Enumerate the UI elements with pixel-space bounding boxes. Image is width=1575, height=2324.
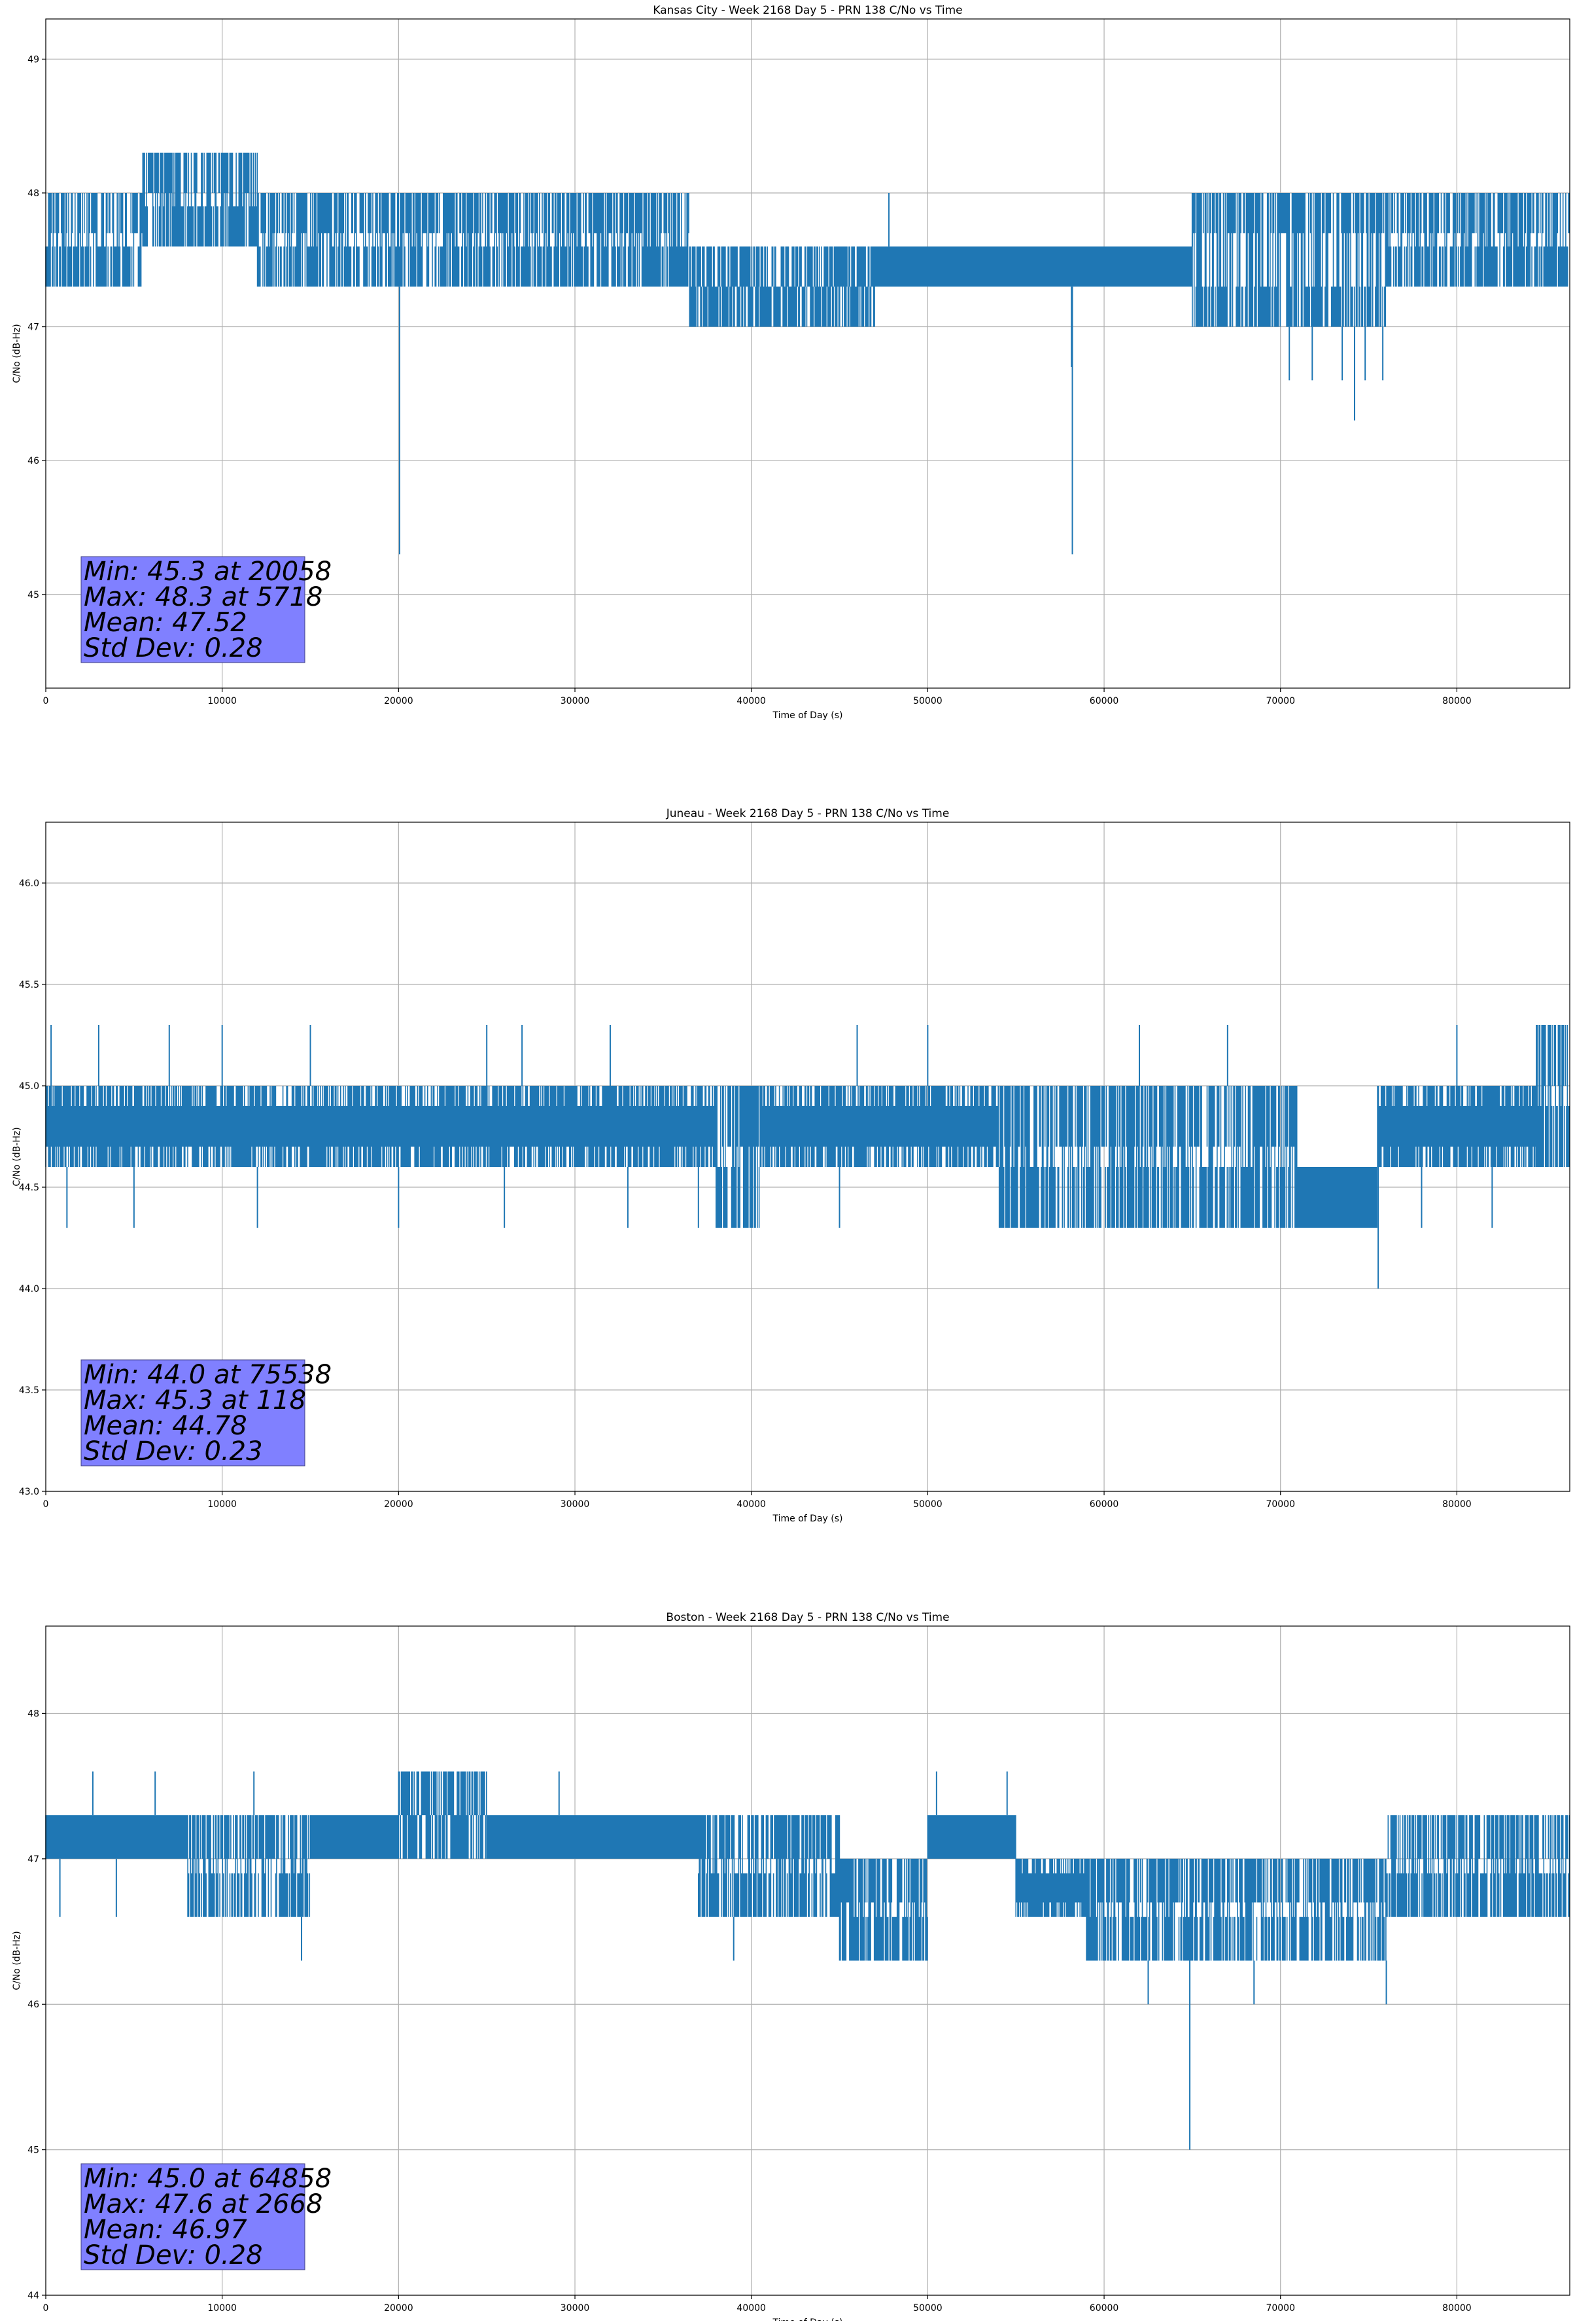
x-tick-label: 30000 <box>561 696 590 706</box>
stats-line: Mean: 47.52 <box>84 608 247 638</box>
stats-line: Std Dev: 0.23 <box>84 1436 263 1466</box>
y-tick-label: 48 <box>27 188 39 199</box>
x-tick-label: 70000 <box>1266 696 1295 706</box>
stats-box <box>80 556 305 663</box>
y-tick-label: 46.0 <box>19 878 39 889</box>
y-axis-label: C/No (dB-Hz) <box>12 1127 22 1186</box>
stats-line: Mean: 44.78 <box>84 1411 247 1441</box>
y-tick-label: 46 <box>27 456 39 466</box>
stats-line: Min: 44.0 at 75538 <box>84 1360 332 1390</box>
chart-panel-3: 0 10000 20000 30000 40000 50000 60000 70000 8000… <box>12 1611 1570 2324</box>
x-tick-label: 30000 <box>561 2303 590 2314</box>
stats-line: Min: 45.3 at 20058 <box>84 557 332 587</box>
y-axis-label: C/No (dB-Hz) <box>12 324 22 383</box>
stats-line: Max: 47.6 at 2668 <box>84 2189 322 2219</box>
x-tick-label: 50000 <box>913 2303 943 2314</box>
y-axis-label: C/No (dB-Hz) <box>12 1931 22 1990</box>
x-tick-label: 80000 <box>1442 1499 1472 1510</box>
x-tick-label: 50000 <box>913 1499 943 1510</box>
y-tick-label: 43.0 <box>19 1487 39 1497</box>
x-axis-label: Time of Day (s) <box>772 710 843 721</box>
stats-line: Std Dev: 0.28 <box>84 2240 263 2270</box>
x-tick-label: 60000 <box>1090 696 1119 706</box>
x-tick-label: 30000 <box>561 1499 590 1510</box>
x-tick-label: 60000 <box>1090 2303 1119 2314</box>
chart-panel-1: 0 10000 20000 30000 40000 50000 60000 70000 8000… <box>12 4 1570 721</box>
y-tick-label: 48 <box>27 1708 39 1719</box>
y-tick-label: 44.0 <box>19 1284 39 1294</box>
x-tick-label: 70000 <box>1266 2303 1295 2314</box>
y-tick-label: 45.0 <box>19 1081 39 1092</box>
plot-frame <box>45 822 1570 1492</box>
x-tick-label: 70000 <box>1266 1499 1295 1510</box>
x-tick-label: 80000 <box>1442 2303 1472 2314</box>
y-tick-label: 47 <box>27 322 39 333</box>
x-tick-label: 20000 <box>384 1499 413 1510</box>
plot-frame <box>45 1625 1570 2296</box>
chart-title: Juneau - Week 2168 Day 5 - PRN 138 C/No … <box>666 807 950 820</box>
series-line-main <box>45 1771 1570 1961</box>
x-tick-label: 20000 <box>384 2303 413 2314</box>
stats-box <box>80 1359 305 1466</box>
stats-box <box>80 2163 305 2270</box>
x-tick-label: 10000 <box>207 2303 237 2314</box>
stats-line: Std Dev: 0.28 <box>84 633 263 663</box>
chart-panel-2: 0 10000 20000 30000 40000 50000 60000 70000 8000… <box>12 807 1570 1524</box>
x-axis-label: Time of Day (s) <box>772 1514 843 1524</box>
y-tick-label: 43.5 <box>19 1385 39 1396</box>
y-tick-label: 46 <box>27 2000 39 2010</box>
x-tick-label: 50000 <box>913 696 943 706</box>
y-tick-label: 49 <box>27 54 39 65</box>
x-tick-label: 10000 <box>207 1499 237 1510</box>
x-tick-label: 80000 <box>1442 696 1472 706</box>
y-tick-label: 47 <box>27 1854 39 1865</box>
y-tick-label: 45 <box>27 2145 39 2156</box>
stats-line: Max: 48.3 at 5718 <box>84 582 322 612</box>
x-tick-label: 0 <box>43 696 49 706</box>
y-tick-label: 45 <box>27 590 39 600</box>
stats-line: Max: 45.3 at 118 <box>84 1385 306 1415</box>
series-line-main <box>45 1025 1570 1228</box>
stats-line: Mean: 46.97 <box>84 2215 247 2245</box>
x-tick-label: 40000 <box>736 1499 766 1510</box>
chart-title: Kansas City - Week 2168 Day 5 - PRN 138 … <box>653 4 962 17</box>
x-axis-label: Time of Day (s) <box>772 2317 843 2321</box>
x-tick-label: 10000 <box>207 696 237 706</box>
x-tick-label: 40000 <box>736 696 766 706</box>
series-line-main <box>45 152 1570 327</box>
x-tick-label: 20000 <box>384 696 413 706</box>
x-tick-label: 0 <box>43 2303 49 2314</box>
x-tick-label: 0 <box>43 1499 49 1510</box>
x-tick-label: 40000 <box>736 2303 766 2314</box>
x-tick-label: 60000 <box>1090 1499 1119 1510</box>
plot-frame <box>45 18 1570 689</box>
y-tick-label: 44.5 <box>19 1183 39 1193</box>
stats-line: Min: 45.0 at 64858 <box>84 2164 332 2194</box>
y-tick-label: 45.5 <box>19 980 39 990</box>
y-tick-label: 44 <box>27 2291 39 2301</box>
chart-title: Boston - Week 2168 Day 5 - PRN 138 C/No … <box>666 1611 949 1624</box>
